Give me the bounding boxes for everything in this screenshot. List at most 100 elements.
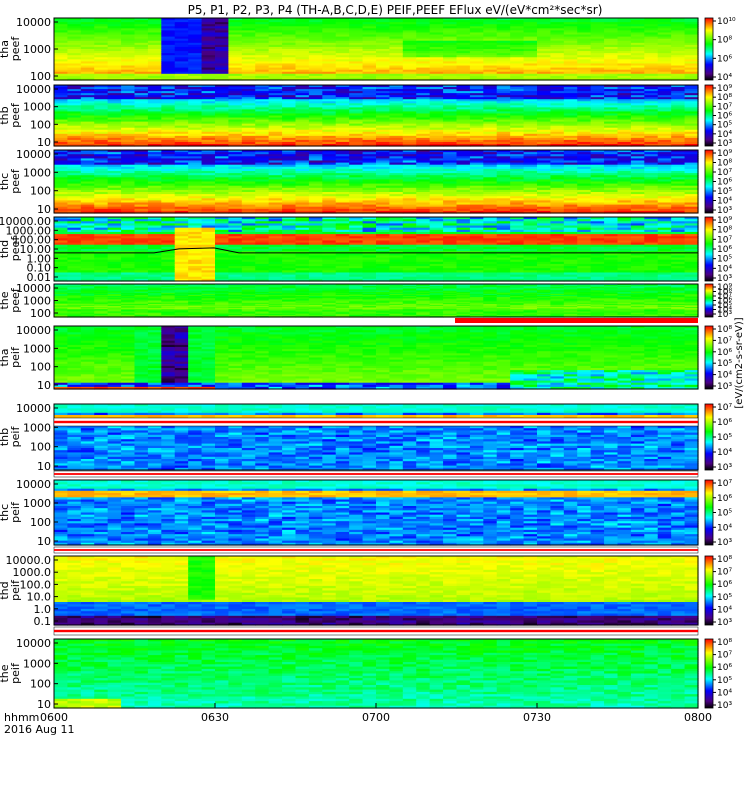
heatmap-cell <box>577 53 592 56</box>
heatmap-cell <box>174 107 189 110</box>
heatmap-cell <box>563 101 578 104</box>
heatmap-cell <box>134 194 149 197</box>
heatmap-cell <box>604 30 619 34</box>
heatmap-cell <box>349 189 364 193</box>
heatmap-cell <box>335 133 350 137</box>
heatmap-cell <box>684 107 699 110</box>
heatmap-cell <box>174 97 189 100</box>
heatmap-cell <box>604 75 619 79</box>
heatmap-cell <box>671 24 686 27</box>
heatmap-cell <box>335 95 350 98</box>
heatmap-cell <box>510 85 525 88</box>
heatmap-cell <box>456 117 471 121</box>
heatmap-cell <box>174 204 189 208</box>
heatmap-cell <box>429 131 444 135</box>
heatmap-cell <box>523 99 538 102</box>
heatmap-cell <box>349 44 364 48</box>
heatmap-cell <box>107 158 122 162</box>
heatmap-cell <box>308 44 323 48</box>
heatmap-cell <box>684 46 699 50</box>
heatmap-cell <box>537 46 552 50</box>
heatmap-cell <box>107 97 122 100</box>
heatmap-cell <box>121 173 136 176</box>
heatmap-cell <box>469 107 484 110</box>
heatmap-cell <box>174 85 189 88</box>
heatmap-cell <box>255 42 270 46</box>
heatmap-cell <box>255 189 270 193</box>
heatmap-cell <box>402 22 417 25</box>
heatmap-cell <box>537 36 552 40</box>
heatmap-cell <box>201 36 216 40</box>
heatmap-cell <box>644 141 659 145</box>
heatmap-cell <box>308 107 323 110</box>
heatmap-cell <box>402 55 417 58</box>
heatmap-cell <box>644 20 659 23</box>
heatmap-cell <box>671 85 686 88</box>
heatmap-cell <box>174 139 189 143</box>
heatmap-cell <box>94 30 109 34</box>
heatmap-cell <box>80 192 95 195</box>
heatmap-cell <box>295 115 310 119</box>
heatmap-cell <box>483 103 498 106</box>
heatmap-cell <box>563 125 578 129</box>
heatmap-cell <box>228 95 243 98</box>
heatmap-cell <box>684 32 699 36</box>
heatmap-cell <box>349 179 364 183</box>
heatmap-cell <box>443 113 458 117</box>
heatmap-cell <box>161 55 176 58</box>
heatmap-cell <box>550 111 565 115</box>
heatmap-cell <box>389 20 404 23</box>
heatmap-cell <box>241 85 256 88</box>
heatmap-cell <box>282 63 297 67</box>
heatmap-cell <box>215 42 230 46</box>
heatmap-cell <box>201 198 216 201</box>
heatmap-cell <box>550 121 565 125</box>
heatmap-cell <box>174 208 189 212</box>
heatmap-cell <box>483 101 498 104</box>
heatmap-cell <box>362 166 377 170</box>
heatmap-cell <box>496 93 511 96</box>
heatmap-cell <box>322 73 337 77</box>
heatmap-cell <box>389 115 404 119</box>
heatmap-cell <box>67 175 82 178</box>
heatmap-cell <box>630 36 645 40</box>
heatmap-cell <box>215 196 230 199</box>
heatmap-cell <box>295 40 310 44</box>
heatmap-cell <box>174 135 189 139</box>
heatmap-cell <box>590 93 605 96</box>
heatmap-cell <box>322 175 337 178</box>
heatmap-cell <box>268 87 283 90</box>
heatmap-cell <box>644 127 659 131</box>
heatmap-cell <box>255 22 270 25</box>
heatmap-cell <box>604 38 619 42</box>
heatmap-cell <box>121 105 136 108</box>
heatmap-cell <box>134 89 149 92</box>
heatmap-cell <box>201 183 216 187</box>
heatmap-cell <box>295 113 310 117</box>
heatmap-cell <box>215 187 230 191</box>
heatmap-cell <box>215 103 230 106</box>
heatmap-cell <box>161 196 176 199</box>
heatmap-cell <box>389 44 404 48</box>
heatmap-cell <box>268 75 283 79</box>
heatmap-cell <box>80 101 95 104</box>
heatmap-cell <box>174 200 189 204</box>
heatmap-cell <box>362 44 377 48</box>
heatmap-cell <box>322 103 337 106</box>
panel-thd_peef: 10000.001000.00100.0010.001.000.100.01th… <box>0 215 732 284</box>
heatmap-cell <box>121 40 136 44</box>
heatmap-cell <box>523 75 538 79</box>
heatmap-cell <box>443 49 458 52</box>
heatmap-cell <box>241 200 256 204</box>
heatmap-cell <box>483 73 498 77</box>
heatmap-cell <box>94 198 109 201</box>
heatmap-cell <box>67 133 82 137</box>
heatmap-cell <box>255 53 270 56</box>
heatmap-cell <box>644 85 659 88</box>
heatmap-cell <box>188 206 203 210</box>
heatmap-cell <box>188 53 203 56</box>
heatmap-cell <box>308 65 323 69</box>
heatmap-cell <box>376 44 391 48</box>
heatmap-cell <box>80 196 95 199</box>
colorbar-tick-label: 10⁶ <box>717 54 732 64</box>
